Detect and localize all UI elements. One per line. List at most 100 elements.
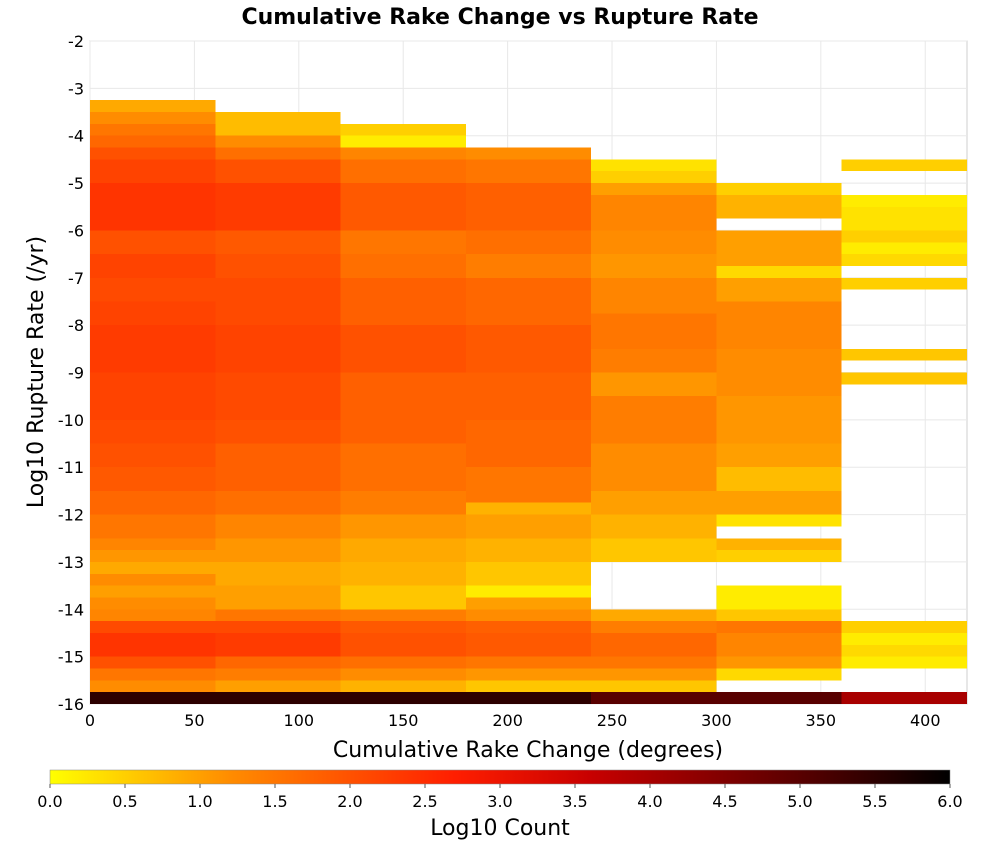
x-tick-label: 400 xyxy=(910,711,941,730)
heatmap-cell xyxy=(465,467,592,503)
colorbar-tick-label: 2.5 xyxy=(412,792,437,811)
x-axis-ticks: 0 50 100 150 200 250 300 350 400 xyxy=(85,711,941,730)
heatmap-cell xyxy=(841,692,967,704)
heatmap-cell xyxy=(340,443,466,491)
heatmap-cell xyxy=(716,230,842,266)
colorbar-tick-label: 5.0 xyxy=(787,792,812,811)
heatmap-cell xyxy=(841,644,967,657)
heatmap-cell xyxy=(215,585,341,610)
heatmap-cell xyxy=(215,656,341,669)
heatmap-cell xyxy=(215,621,341,633)
heatmap-cell xyxy=(340,668,466,681)
heatmap-cell xyxy=(716,550,842,562)
x-tick-label: 150 xyxy=(388,711,419,730)
heatmap-cell xyxy=(841,372,967,385)
heatmap-cell xyxy=(716,265,842,278)
heatmap-cell xyxy=(591,396,717,444)
heatmap-cell xyxy=(841,621,967,633)
colorbar-tick-label: 6.0 xyxy=(937,792,962,811)
heatmap-cell xyxy=(716,194,842,219)
heatmap-cell xyxy=(90,550,216,562)
heatmap-cell xyxy=(465,561,592,586)
heatmap-cell xyxy=(90,514,216,539)
heatmap-cell xyxy=(591,277,717,314)
heatmap-cell xyxy=(340,490,466,515)
heatmap-cell xyxy=(90,230,216,255)
heatmap-cell xyxy=(465,159,592,184)
heatmap-cell xyxy=(215,680,341,693)
heatmap-cell xyxy=(340,680,466,693)
heatmap-cell xyxy=(465,668,592,681)
heatmap-cell xyxy=(716,656,842,669)
heatmap-cell xyxy=(591,680,717,693)
y-tick-label: -9 xyxy=(68,364,84,383)
colorbar-label: Log10 Count xyxy=(430,816,570,841)
heatmap-cell xyxy=(841,632,967,645)
heatmap-cell xyxy=(716,443,842,468)
heatmap-cell xyxy=(90,538,216,551)
heatmap-cell xyxy=(841,242,967,255)
heatmap-cell xyxy=(591,254,717,278)
heatmap-cell xyxy=(465,692,592,704)
heatmap-cell xyxy=(340,538,466,562)
heatmap-cell xyxy=(716,467,842,491)
y-tick-label: -11 xyxy=(58,458,84,477)
heatmap-cell xyxy=(340,230,466,255)
heatmap-cell xyxy=(215,514,341,539)
y-tick-label: -8 xyxy=(68,316,84,335)
heatmap-cell xyxy=(215,419,341,444)
heatmap-cell xyxy=(465,277,592,326)
heatmap-cell xyxy=(591,348,717,373)
heatmap-cell xyxy=(465,632,592,657)
heatmap-cell xyxy=(465,254,592,278)
heatmap-cell xyxy=(90,325,216,373)
heatmap-cell xyxy=(340,325,466,373)
colorbar xyxy=(49,769,951,785)
heatmap-cell xyxy=(591,372,717,397)
heatmap-cell xyxy=(215,692,341,704)
heatmap-cell xyxy=(465,419,592,468)
heatmap-cell xyxy=(215,538,341,562)
heatmap-cell xyxy=(465,597,592,610)
y-tick-label: -7 xyxy=(68,269,84,288)
heatmap-cell xyxy=(90,419,216,444)
heatmap-cell xyxy=(591,194,717,231)
heatmap-cell xyxy=(90,621,216,633)
heatmap-cell xyxy=(841,656,967,669)
heatmap-cell xyxy=(841,230,967,243)
y-tick-label: -4 xyxy=(68,127,84,146)
heatmap-cell xyxy=(465,147,592,160)
heatmap-cell xyxy=(591,609,717,622)
heatmap-cell xyxy=(591,514,717,539)
x-tick-label: 250 xyxy=(597,711,628,730)
heatmap-cell xyxy=(591,621,717,633)
heatmap-cell xyxy=(340,632,466,657)
heatmap-cell xyxy=(90,147,216,160)
heatmap-cell xyxy=(465,230,592,255)
heatmap-cell xyxy=(340,656,466,669)
heatmap-cell xyxy=(716,609,842,622)
heatmap-cell xyxy=(90,668,216,681)
heatmap-cell xyxy=(215,112,341,136)
heatmap-cell xyxy=(215,490,341,515)
heatmap-cell xyxy=(591,171,717,184)
heatmap-cell xyxy=(340,277,466,326)
y-tick-label: -15 xyxy=(58,648,84,667)
heatmap-cell xyxy=(90,632,216,657)
y-tick-label: -13 xyxy=(58,553,84,572)
heatmap-cell xyxy=(716,668,842,681)
x-axis-label: Cumulative Rake Change (degrees) xyxy=(333,738,723,763)
heatmap-cell xyxy=(465,372,592,420)
heatmap-cell xyxy=(591,183,717,195)
colorbar-tick-label: 4.5 xyxy=(712,792,737,811)
colorbar-tick-label: 0.0 xyxy=(37,792,62,811)
heatmap-cell xyxy=(841,277,967,290)
heatmap-cell xyxy=(215,325,341,373)
x-tick-label: 100 xyxy=(284,711,315,730)
heatmap-cell xyxy=(215,609,341,622)
y-axis-ticks: -2 -3 -4 -5 -6 -7 -8 -9 -10 -11 -12 -13 -14 -15 -16 xyxy=(58,32,84,714)
heatmap-cell xyxy=(716,490,842,515)
y-tick-label: -12 xyxy=(58,506,84,525)
heatmap-cell xyxy=(340,609,466,622)
heatmap-cell xyxy=(90,443,216,468)
